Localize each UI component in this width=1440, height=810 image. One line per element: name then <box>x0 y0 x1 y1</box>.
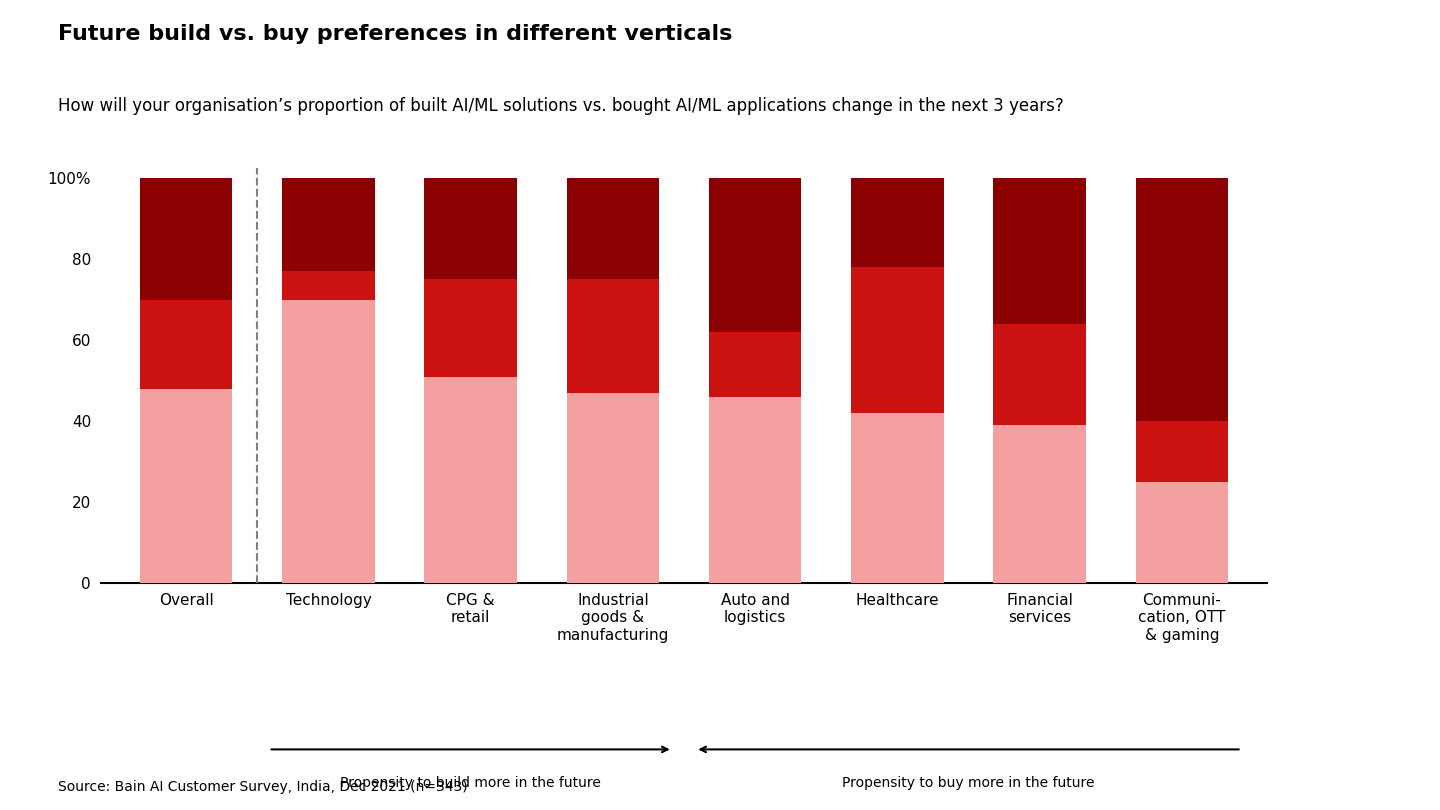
Text: No change: No change <box>1236 444 1318 459</box>
Bar <box>851 413 943 583</box>
Bar <box>140 178 232 300</box>
Text: Propensity to buy more in the future: Propensity to buy more in the future <box>842 776 1094 790</box>
Bar <box>851 267 943 413</box>
Bar <box>282 178 374 271</box>
Text: How will your organisation’s proportion of built AI/ML solutions vs. bought AI/M: How will your organisation’s proportion … <box>58 97 1063 115</box>
Text: Future build vs. buy preferences in different verticals: Future build vs. buy preferences in diff… <box>58 24 732 45</box>
Bar <box>994 178 1086 324</box>
Bar <box>140 389 232 583</box>
Bar <box>994 425 1086 583</box>
Text: Source: Bain AI Customer Survey, India, Dec 2021 (n=343): Source: Bain AI Customer Survey, India, … <box>58 780 467 794</box>
Bar <box>708 178 801 332</box>
Bar <box>425 178 517 279</box>
Text: Build more: Build more <box>1236 525 1318 540</box>
Bar <box>425 377 517 583</box>
Bar <box>708 397 801 583</box>
Bar <box>140 300 232 389</box>
Bar <box>1136 178 1228 421</box>
Bar <box>282 300 374 583</box>
Text: Propensity to build more in the future: Propensity to build more in the future <box>340 776 600 790</box>
Text: Buy more: Buy more <box>1236 292 1309 307</box>
Bar <box>994 324 1086 425</box>
Bar <box>1136 421 1228 482</box>
Bar <box>425 279 517 377</box>
Bar <box>851 178 943 267</box>
Bar <box>567 393 660 583</box>
Bar <box>282 271 374 300</box>
Bar <box>708 332 801 397</box>
Bar <box>567 279 660 393</box>
Bar <box>1136 482 1228 583</box>
Bar <box>567 178 660 279</box>
